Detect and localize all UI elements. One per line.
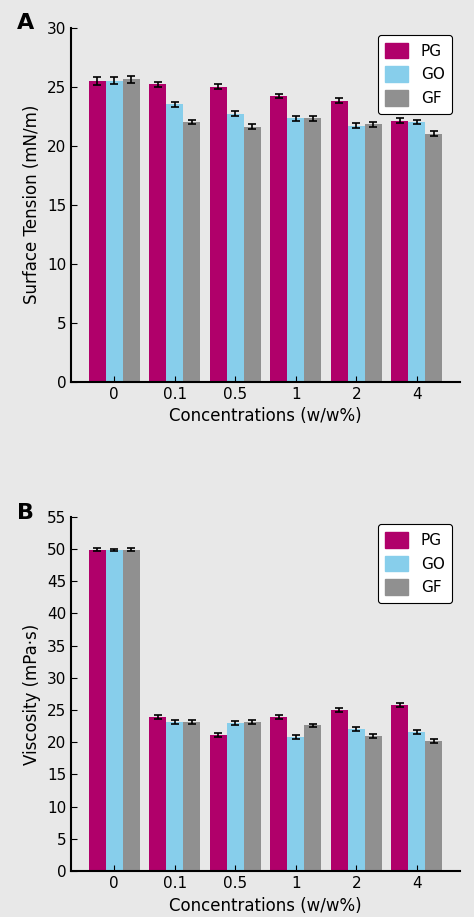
Bar xyxy=(123,80,139,382)
X-axis label: Concentrations (w/w%): Concentrations (w/w%) xyxy=(169,897,362,914)
Bar xyxy=(166,723,183,871)
Bar xyxy=(227,723,244,871)
Bar xyxy=(166,105,183,382)
Text: B: B xyxy=(17,503,34,523)
Bar xyxy=(392,121,408,382)
Bar xyxy=(287,737,304,871)
Bar xyxy=(348,729,365,871)
X-axis label: Concentrations (w/w%): Concentrations (w/w%) xyxy=(169,407,362,425)
Bar xyxy=(425,134,442,382)
Bar xyxy=(227,114,244,382)
Bar xyxy=(244,127,261,382)
Legend: PG, GO, GF: PG, GO, GF xyxy=(378,35,452,114)
Bar xyxy=(149,717,166,871)
Bar xyxy=(408,732,425,871)
Bar xyxy=(270,717,287,871)
Bar xyxy=(210,735,227,871)
Bar xyxy=(183,723,200,871)
Bar xyxy=(425,741,442,871)
Bar xyxy=(89,549,106,871)
Bar xyxy=(270,96,287,382)
Bar xyxy=(365,735,382,871)
Bar xyxy=(106,550,123,871)
Bar xyxy=(183,122,200,382)
Bar xyxy=(210,86,227,382)
Y-axis label: Viscosity (mPa·s): Viscosity (mPa·s) xyxy=(23,624,41,765)
Bar xyxy=(408,122,425,382)
Bar xyxy=(304,725,321,871)
Bar xyxy=(244,722,261,871)
Bar xyxy=(331,710,348,871)
Bar xyxy=(149,84,166,382)
Bar xyxy=(304,118,321,382)
Bar xyxy=(123,549,139,871)
Y-axis label: Surface Tension (mN/m): Surface Tension (mN/m) xyxy=(23,105,41,304)
Bar xyxy=(365,125,382,382)
Bar xyxy=(348,126,365,382)
Bar xyxy=(287,118,304,382)
Bar xyxy=(89,81,106,382)
Bar xyxy=(392,705,408,871)
Legend: PG, GO, GF: PG, GO, GF xyxy=(378,525,452,602)
Text: A: A xyxy=(17,14,34,33)
Bar xyxy=(331,101,348,382)
Bar xyxy=(106,81,123,382)
